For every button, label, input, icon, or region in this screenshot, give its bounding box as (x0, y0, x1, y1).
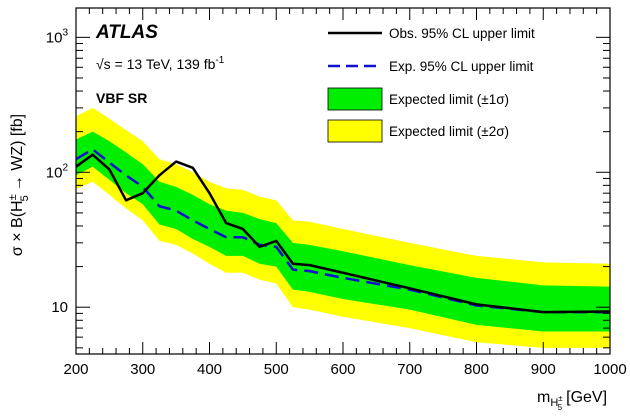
legend-2sigma-swatch (327, 119, 383, 143)
energy-label-text: √s = 13 TeV, 139 fb (96, 56, 216, 72)
legend-1sigma-label: Expected limit (±1σ) (389, 92, 509, 107)
legend-obs-label: Obs. 95% CL upper limit (389, 26, 535, 41)
band-1sigma (76, 131, 610, 332)
y-tick-label: 10 (51, 299, 68, 316)
lines-layer (75, 148, 611, 314)
y-tick-label-base: 10 (46, 29, 63, 46)
x-tick-label: 300 (130, 361, 155, 378)
x-axis-title-sub: H (550, 397, 558, 409)
x-tick-label: 800 (464, 361, 489, 378)
y-axis-title-rest: → WZ) [fb] (9, 114, 26, 191)
expected-limit-line (75, 148, 610, 314)
region-label: VBF SR (96, 90, 147, 106)
y-tick-label-exponent: 2 (62, 162, 68, 173)
x-tick-label: 1000 (593, 361, 626, 378)
energy-label-sup: -1 (215, 55, 224, 66)
y-tick-label: 102 (46, 162, 69, 181)
x-tick-label: 400 (197, 361, 222, 378)
x-tick-label: 700 (397, 361, 422, 378)
legend-1sigma-swatch (327, 87, 383, 111)
x-axis-title-main: m (537, 389, 550, 406)
y-axis-title-main: σ × B(H (9, 200, 26, 256)
y-tick-label-exponent: 3 (62, 27, 68, 38)
y-tick-label: 103 (46, 27, 69, 46)
y-axis-title: σ × B(H±5 → WZ) [fb] (7, 114, 31, 256)
energy-label: √s = 13 TeV, 139 fb-1 (96, 55, 225, 72)
y-tick-label-base: 10 (51, 299, 68, 316)
x-axis-title-sub-sup: ± (558, 394, 563, 403)
y-axis-title-sub: 5 (19, 195, 31, 201)
legend: Obs. 95% CL upper limit Exp. 95% CL uppe… (327, 26, 535, 143)
experiment-label: ATLAS (95, 22, 158, 43)
x-tick-label: 200 (63, 361, 88, 378)
x-tick-label: 600 (330, 361, 355, 378)
legend-exp-label: Exp. 95% CL upper limit (389, 59, 534, 74)
x-axis-title: mH± 5[GeV] (537, 389, 607, 412)
x-axis-title-unit: [GeV] (566, 389, 607, 406)
observed-limit-line (75, 153, 611, 314)
legend-2sigma-label: Expected limit (±2σ) (389, 124, 509, 139)
y-axis-title-sup: ± (7, 194, 19, 200)
x-tick-label: 500 (264, 361, 289, 378)
x-axis-title-sub-sub: 5 (558, 403, 563, 412)
y-tick-label-base: 10 (46, 164, 63, 181)
bands-layer (76, 107, 610, 348)
x-tick-label: 900 (531, 361, 556, 378)
